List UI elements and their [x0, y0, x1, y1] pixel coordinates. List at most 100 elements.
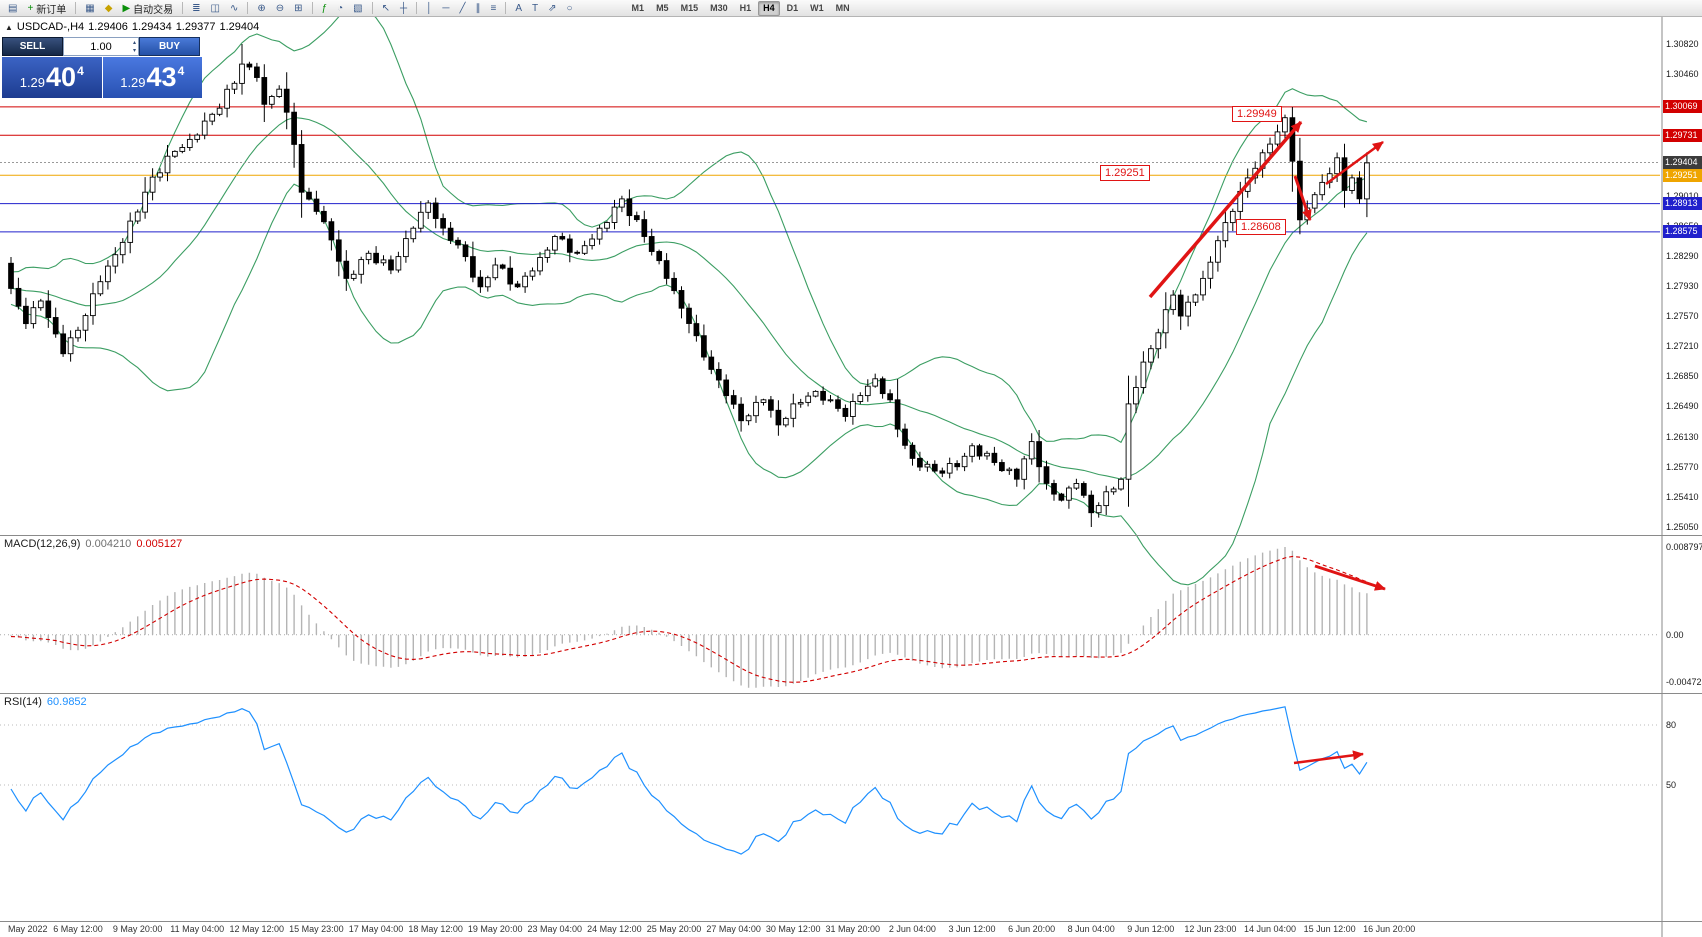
ohlc-low: 1.29377 [175, 21, 216, 33]
arrows-icon: ⇗ [548, 2, 557, 14]
rsi-title: RSI(14) [4, 696, 42, 708]
timeframe-button-h4[interactable]: H4 [758, 0, 780, 16]
sell-button[interactable]: SELL [2, 37, 63, 56]
timeframe-button-m1[interactable]: M1 [631, 2, 645, 13]
macd-main-value: 0.004210 [85, 538, 132, 550]
zoom-in-icon[interactable]: ⊕ [253, 1, 269, 16]
toolbar-separator [311, 2, 313, 14]
fibonacci-icon[interactable]: ≡ [486, 1, 500, 16]
volume-value: 1.00 [90, 40, 112, 53]
candlestick-chart-icon: ◫ [210, 2, 220, 14]
macd-indicator-label: MACD(12,26,9) 0.004210 0.005127 [4, 538, 187, 550]
ohlc-open: 1.29406 [88, 21, 128, 33]
candlestick-chart-icon[interactable]: ◫ [207, 1, 224, 16]
indicators-icon[interactable]: ƒ [318, 1, 332, 16]
zoom-out-icon[interactable]: ⊖ [272, 1, 288, 16]
ohlc-high: 1.29434 [131, 21, 172, 33]
trendline-icon[interactable]: ╱ [455, 1, 469, 16]
sell-price-pip: 4 [77, 63, 84, 78]
trendline-icon: ╱ [459, 2, 466, 14]
sell-price-display[interactable]: 1.29 40 4 [2, 57, 102, 98]
horizontal-line-icon[interactable]: ─ [438, 1, 453, 16]
spinner-up-icon[interactable]: ▴ [132, 40, 136, 46]
timeframe-toolbar: M1 M5 M15 M30 H1 H4 D1 W1 MN [626, 0, 856, 16]
toolbar: ▤ + 新订单 ▦ ◆ ▶ 自动交易 ≣ ◫ ∿ ⊕ ⊖ ⊞ ƒ ◔ ▧ ↖ ┼ │ ─ ╱ ∥ ≡ A T ⇗ ○ M1 M5 M15 M… [0, 0, 1702, 17]
shapes-icon: ○ [566, 2, 573, 14]
channel-icon: ∥ [475, 2, 481, 14]
text-icon: A [515, 2, 522, 14]
templates-icon: ▧ [353, 2, 363, 14]
chart-window-icon: ▤ [8, 2, 18, 14]
buy-price-pip: 4 [177, 63, 185, 78]
autotrading-icon: ▶ [122, 2, 131, 14]
new-order-button[interactable]: + 新订单 [23, 1, 70, 16]
timeframe-button-h1[interactable]: H1 [739, 2, 752, 13]
rsi-value: 60.9852 [46, 696, 87, 708]
crosshair-icon[interactable]: ┼ [396, 1, 411, 16]
profile-icon[interactable]: ◆ [101, 1, 117, 16]
one-click-panel-toggle-icon[interactable]: ▲ [5, 23, 13, 32]
sell-price-big: 40 [46, 62, 77, 92]
crosshair-icon: ┼ [400, 2, 408, 14]
zoom-out-icon: ⊖ [275, 2, 285, 14]
buy-price-display[interactable]: 1.29 43 4 [102, 57, 202, 98]
text-icon[interactable]: A [511, 1, 526, 16]
chart-symbol-period: USDCAD-,H4 [16, 21, 85, 33]
line-chart-icon: ∿ [230, 2, 239, 14]
chart-window-icon[interactable]: ▤ [4, 1, 21, 16]
label-icon: T [532, 2, 539, 14]
shapes-icon[interactable]: ○ [563, 1, 577, 16]
cursor-icon: ↖ [381, 2, 391, 14]
bar-chart-icon[interactable]: ≣ [188, 1, 204, 16]
toolbar-separator [182, 2, 184, 14]
indicators-icon: ƒ [321, 2, 328, 14]
tile-windows-icon[interactable]: ⊞ [290, 1, 306, 16]
volume-input[interactable]: 1.00 ▴ ▾ [63, 37, 139, 56]
toolbar-separator [75, 2, 77, 14]
buy-price-prefix: 1.29 [120, 75, 146, 90]
bar-chart-icon: ≣ [192, 2, 201, 14]
buy-button[interactable]: BUY [139, 37, 200, 56]
charts-icon: ▦ [85, 2, 95, 14]
buy-price-big: 43 [146, 62, 177, 92]
timeframe-button-w1[interactable]: W1 [810, 2, 824, 13]
vertical-line-icon: │ [426, 2, 433, 14]
volume-spinner[interactable]: ▴ ▾ [133, 39, 136, 55]
charts-icon[interactable]: ▦ [81, 1, 98, 16]
line-chart-icon[interactable]: ∿ [226, 1, 242, 16]
timeframe-button-m30[interactable]: M30 [710, 2, 728, 13]
spinner-down-icon[interactable]: ▾ [132, 48, 136, 54]
timeframe-button-d1[interactable]: D1 [786, 2, 799, 13]
new-order-icon: + [27, 2, 34, 14]
arrows-icon[interactable]: ⇗ [544, 1, 560, 16]
macd-title: MACD(12,26,9) [4, 538, 81, 550]
macd-signal-value: 0.005127 [136, 538, 183, 550]
label-icon[interactable]: T [528, 1, 542, 16]
profile-icon: ◆ [104, 2, 113, 14]
time-scale[interactable] [0, 922, 1663, 937]
vertical-line-icon[interactable]: │ [422, 1, 436, 16]
periods-icon[interactable]: ◔ [333, 1, 347, 16]
timeframe-button-m5[interactable]: M5 [656, 2, 669, 13]
timeframe-button-m15[interactable]: M15 [680, 2, 699, 13]
channel-icon[interactable]: ∥ [471, 1, 484, 16]
autotrading-button-label: 自动交易 [133, 4, 174, 16]
fibonacci-icon: ≡ [490, 2, 497, 14]
autotrading-button[interactable]: ▶ 自动交易 [118, 1, 177, 16]
zoom-in-icon: ⊕ [257, 2, 266, 14]
timeframe-button-mn[interactable]: MN [835, 2, 850, 13]
cursor-icon[interactable]: ↖ [378, 1, 394, 16]
rsi-indicator-label: RSI(14) 60.9852 [4, 696, 92, 708]
tile-windows-icon: ⊞ [294, 2, 303, 14]
periods-icon: ◔ [337, 2, 344, 14]
sell-price-prefix: 1.29 [19, 75, 46, 90]
toolbar-separator [371, 2, 373, 14]
price-scale[interactable] [1663, 17, 1702, 922]
templates-icon[interactable]: ▧ [349, 1, 366, 16]
new-order-button-label: 新订单 [36, 4, 67, 16]
horizontal-line-icon: ─ [442, 2, 450, 14]
ohlc-close: 1.29404 [219, 21, 260, 33]
toolbar-separator [247, 2, 249, 14]
